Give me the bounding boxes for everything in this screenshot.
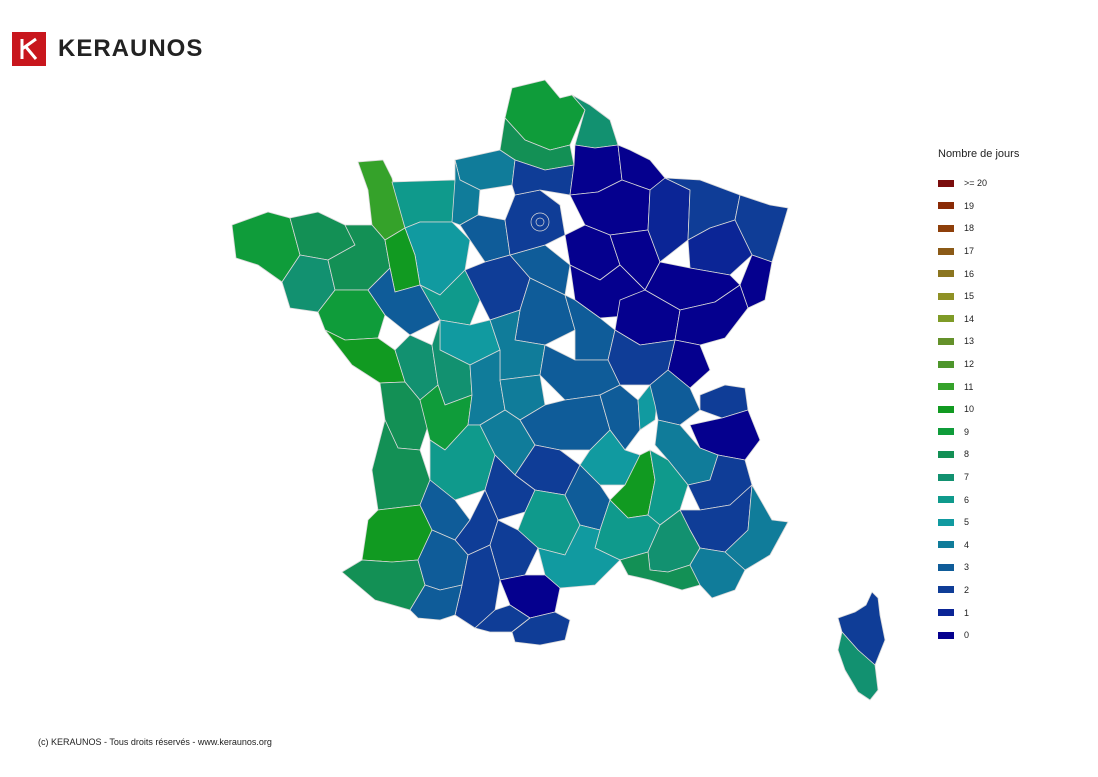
legend-swatch xyxy=(938,315,954,323)
legend-item: 7 xyxy=(938,466,1019,489)
legend-title: Nombre de jours xyxy=(938,148,1020,160)
legend-item: 19 xyxy=(938,195,1019,218)
region-pyrenees-atl xyxy=(341,559,426,611)
copyright-notice: (c) KERAUNOS - Tous droits réservés - ww… xyxy=(38,737,272,747)
legend-label: 12 xyxy=(964,359,975,370)
legend-swatch xyxy=(938,224,954,232)
legend-label: 4 xyxy=(964,539,970,550)
legend-item: 10 xyxy=(938,398,1019,421)
legend-label: 18 xyxy=(964,223,975,234)
legend-items: >= 20 19 18 17 16 15 14 13 12 11 10 9 8 7 6 5 4 3 2 1 0 xyxy=(938,172,1019,646)
legend-item: 5 xyxy=(938,511,1019,534)
legend-swatch xyxy=(938,202,954,210)
region-hautes-pyrenees xyxy=(409,584,463,621)
legend-label: 16 xyxy=(964,268,975,279)
legend-swatch xyxy=(938,383,954,391)
region-haute-loire xyxy=(579,429,641,486)
legend-swatch xyxy=(938,270,954,278)
legend-swatch xyxy=(938,631,954,639)
legend-label: 2 xyxy=(964,584,970,595)
legend-item: 3 xyxy=(938,556,1019,579)
legend-label: 3 xyxy=(964,562,970,573)
legend-item: 18 xyxy=(938,217,1019,240)
legend-item: 17 xyxy=(938,240,1019,263)
legend-swatch xyxy=(938,405,954,413)
region-ain xyxy=(649,369,701,426)
legend-swatch xyxy=(938,541,954,549)
region-pyrenees-or xyxy=(511,611,571,646)
legend-item: 0 xyxy=(938,624,1019,647)
region-haute-garonne xyxy=(454,544,501,629)
legend-label: 17 xyxy=(964,246,975,257)
legend-label: 9 xyxy=(964,426,970,437)
region-saone-loire xyxy=(607,329,676,386)
legend-item: 6 xyxy=(938,488,1019,511)
region-corse-du-sud xyxy=(837,631,879,701)
legend-label: 6 xyxy=(964,494,970,505)
legend-swatch xyxy=(938,179,954,187)
legend-swatch xyxy=(938,563,954,571)
legend-item: 12 xyxy=(938,353,1019,376)
legend-swatch xyxy=(938,360,954,368)
legend-swatch xyxy=(938,337,954,345)
legend-swatch xyxy=(938,496,954,504)
map-legend: Nombre de jours >= 20 19 18 17 16 15 14 13 12 11 1… xyxy=(938,148,1019,646)
legend-label: 10 xyxy=(964,404,975,415)
region-paris xyxy=(504,189,566,256)
legend-item: >= 20 xyxy=(938,172,1019,195)
legend-label: >= 20 xyxy=(964,178,988,189)
legend-item: 13 xyxy=(938,330,1019,353)
brand-name: KERAUNOS xyxy=(58,35,204,62)
legend-item: 1 xyxy=(938,601,1019,624)
legend-label: 7 xyxy=(964,472,970,483)
legend-label: 8 xyxy=(964,449,970,460)
legend-label: 0 xyxy=(964,630,970,641)
legend-item: 9 xyxy=(938,421,1019,444)
legend-item: 8 xyxy=(938,443,1019,466)
legend-label: 1 xyxy=(964,607,970,618)
legend-label: 15 xyxy=(964,291,975,302)
legend-item: 16 xyxy=(938,262,1019,285)
legend-item: 2 xyxy=(938,579,1019,602)
legend-swatch xyxy=(938,428,954,436)
keraunos-logo-mark xyxy=(12,32,46,66)
legend-label: 19 xyxy=(964,200,975,211)
legend-label: 11 xyxy=(964,381,974,392)
legend-swatch xyxy=(938,586,954,594)
legend-swatch xyxy=(938,450,954,458)
legend-swatch xyxy=(938,518,954,526)
legend-item: 14 xyxy=(938,308,1019,331)
legend-label: 5 xyxy=(964,517,970,528)
legend-item: 4 xyxy=(938,534,1019,557)
legend-swatch xyxy=(938,473,954,481)
keraunos-logo: KERAUNOS xyxy=(12,32,203,66)
region-haut-rhin xyxy=(739,254,773,309)
legend-swatch xyxy=(938,247,954,255)
legend-swatch xyxy=(938,292,954,300)
legend-label: 14 xyxy=(964,313,975,324)
legend-label: 13 xyxy=(964,336,975,347)
legend-item: 15 xyxy=(938,285,1019,308)
legend-item: 11 xyxy=(938,375,1019,398)
legend-swatch xyxy=(938,609,954,617)
region-var xyxy=(689,547,746,599)
